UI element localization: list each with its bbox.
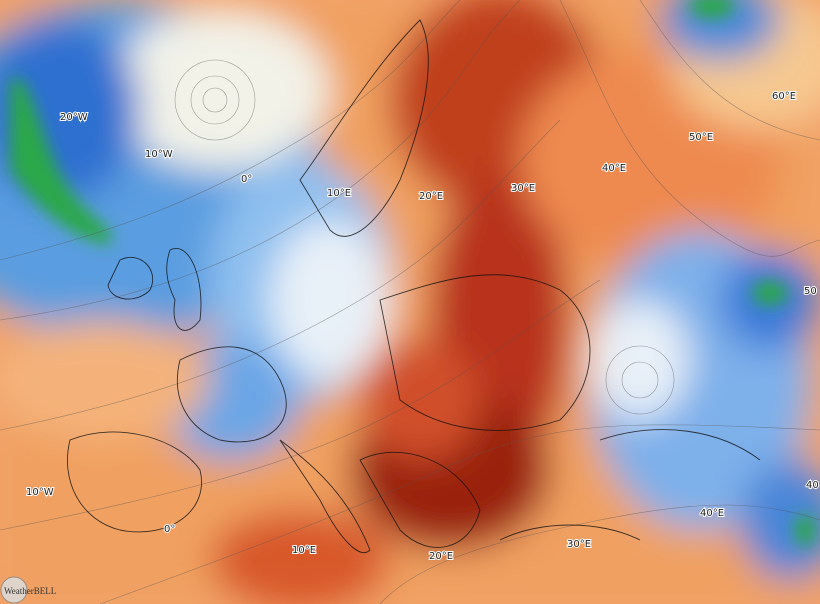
longitude-label: 30°E — [567, 539, 591, 550]
grid-labels: 20°W 10°W 0° 10°E 20°E 30°E 40°E 50°E 60… — [25, 90, 820, 563]
longitude-label: 10°W — [26, 487, 54, 498]
longitude-label: 20°E — [429, 551, 453, 562]
coastlines — [67, 19, 761, 553]
green-patches — [10, 0, 815, 546]
longitude-label: 20°W — [60, 112, 88, 123]
longitude-label: 10°E — [292, 545, 316, 556]
longitude-label: 10°E — [327, 188, 351, 199]
watermark-text: WeatherBELL — [4, 586, 56, 596]
watermark-logo — [0, 576, 28, 604]
longitude-label: 20°E — [419, 191, 443, 202]
longitude-label: 40°E — [602, 163, 626, 174]
longitude-label: 40°E — [700, 508, 724, 519]
longitude-label: 30°E — [511, 183, 535, 194]
longitude-label: 50 — [804, 286, 817, 297]
longitude-label: 60°E — [772, 91, 796, 102]
longitude-label: 0° — [241, 174, 252, 185]
longitude-label: 0° — [164, 524, 175, 535]
watermark: WeatherBELL — [0, 576, 56, 604]
longitude-label: 50°E — [689, 132, 713, 143]
longitude-label: 40 — [806, 480, 819, 491]
longitude-label: 10°W — [145, 149, 173, 160]
